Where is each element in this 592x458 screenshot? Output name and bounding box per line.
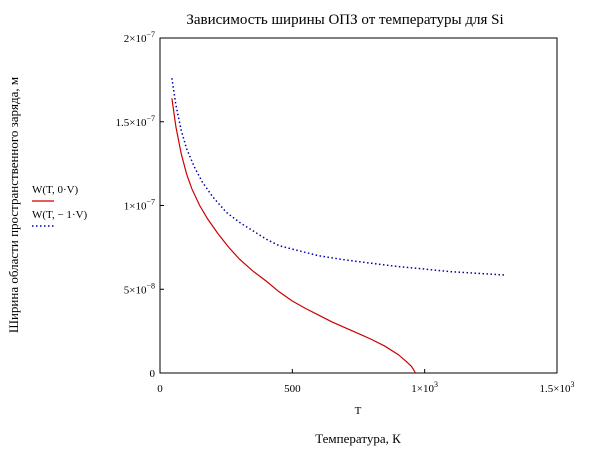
- y-tick-label: 1.5×10−7: [116, 114, 155, 129]
- plot-frame: [159, 37, 558, 374]
- y-tick-label: 2×10−7: [124, 30, 155, 45]
- legend-label-2: W(T, − 1·V): [32, 209, 88, 221]
- x-tick-label: 500: [284, 383, 301, 395]
- series-line-2: [171, 78, 505, 276]
- y-tick-label: 0: [150, 368, 156, 380]
- y-axis-label: Ширина области пространственного заряда,…: [6, 77, 21, 333]
- y-tick-label: 1×10−7: [124, 198, 155, 213]
- x-variable-label: T: [355, 405, 362, 417]
- y-tick-label: 5×10−8: [124, 281, 155, 296]
- chart-title: Зависимость ширины ОПЗ от температуры дл…: [186, 12, 503, 28]
- x-tick-label: 0: [157, 383, 163, 395]
- legend: W(T, 0·V) W(T, − 1·V): [32, 184, 88, 227]
- series-group: [171, 78, 505, 374]
- x-axis-label: Температура, К: [315, 431, 401, 446]
- x-tick-label: 1.5×103: [540, 380, 575, 395]
- series-line-1: [171, 98, 416, 374]
- legend-label-1: W(T, 0·V): [32, 184, 79, 196]
- x-tick-label: 1×103: [411, 380, 438, 395]
- axis-ticks: 0 500 1×103 1.5×103 0 5×10−8 1×10−7 1.5×10−7 2×1…: [116, 30, 575, 395]
